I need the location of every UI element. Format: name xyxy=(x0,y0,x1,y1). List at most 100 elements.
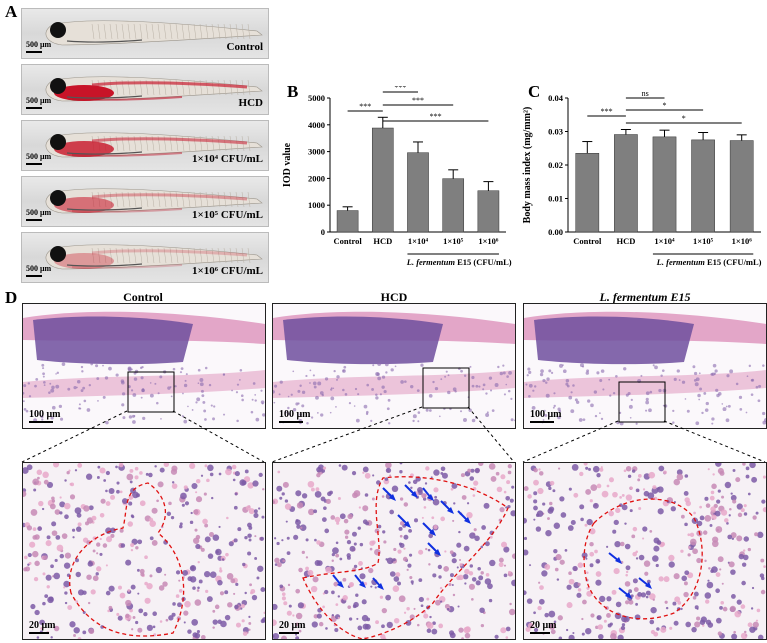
panel-b-letter: B xyxy=(287,82,299,101)
y-tick-label: 5000 xyxy=(308,93,325,103)
scale-label: 500 μm xyxy=(26,208,52,217)
significance-label: * xyxy=(682,114,686,123)
arrow-head xyxy=(464,517,471,524)
scale-label: 20 μm xyxy=(29,620,56,631)
y-tick-label: 4000 xyxy=(308,120,325,130)
arrow-head xyxy=(411,491,418,498)
panel-a-letter: A xyxy=(5,2,18,21)
histology-overview-3: 100 μm xyxy=(523,303,767,429)
x-tick-label: 1×10⁵ xyxy=(443,236,464,246)
lesion-outline xyxy=(302,476,509,639)
arrow-head xyxy=(359,581,366,588)
fish-image-3: 500 μm 1×10⁴ CFU/mL xyxy=(21,120,269,171)
arrow-head xyxy=(625,592,632,599)
y-tick-label: 0.00 xyxy=(548,227,563,237)
significance-label: * xyxy=(663,101,667,110)
histology-title-lfermentum: L. fermentum E15 xyxy=(599,290,691,304)
scale-label: 100 μm xyxy=(530,409,562,420)
zebrafish-larva-drawing xyxy=(45,76,263,102)
bar xyxy=(691,139,715,233)
histology-overview-1: 100 μm xyxy=(22,303,266,429)
arrow-head xyxy=(645,582,652,589)
scale-bar xyxy=(26,51,42,53)
y-axis-label: IOD value xyxy=(282,142,293,187)
scale-bar xyxy=(26,219,42,221)
scale-bar xyxy=(26,163,42,165)
panel-d-letter: D xyxy=(5,288,18,307)
scale-bar xyxy=(530,632,550,634)
fish-image-5: 500 μm 1×10⁶ CFU/mL xyxy=(21,232,269,283)
significance-label: *** xyxy=(412,96,424,105)
bar xyxy=(442,178,465,233)
fish-image-4: 500 μm 1×10⁵ CFU/mL xyxy=(21,176,269,227)
fish-image-2: 500 μm HCD xyxy=(21,64,269,115)
scale-label: 500 μm xyxy=(26,264,52,273)
bar xyxy=(477,190,500,233)
x-tick-label: 1×10⁴ xyxy=(654,236,675,246)
lesion-outline xyxy=(583,498,703,620)
histology-title-control: Control xyxy=(123,290,163,304)
lesion-outline xyxy=(69,482,185,637)
panel-c-letter: C xyxy=(528,82,541,101)
histology-overview-2: 100 μm xyxy=(272,303,516,429)
iod-bar-chart: IOD value 0 1000 2000 3000 4000 5000 Control HCD… xyxy=(282,86,512,267)
histology-zoom-2: 20 μm xyxy=(272,462,516,640)
bar xyxy=(614,134,638,233)
arrow-head xyxy=(615,557,622,564)
arrow-head xyxy=(427,494,434,501)
x-tick-label: Control xyxy=(334,236,363,246)
significance-label: *** xyxy=(359,102,371,111)
y-tick-label: 3000 xyxy=(308,147,325,157)
x-tick-label: HCD xyxy=(616,236,635,246)
x-tick-label: 1×10⁵ xyxy=(693,236,714,246)
bar xyxy=(336,210,359,233)
histology-zoom-3: 20 μm xyxy=(523,462,767,640)
scale-label: 100 μm xyxy=(29,409,61,420)
y-tick-label: 0.03 xyxy=(548,127,563,137)
bar xyxy=(652,136,677,233)
zebrafish-larva-drawing xyxy=(45,132,263,158)
arrow-head xyxy=(434,549,441,556)
bar xyxy=(575,153,600,233)
histology-title-hcd: HCD xyxy=(380,290,408,304)
x-tick-label: 1×10⁴ xyxy=(408,236,429,246)
zoom-box xyxy=(422,367,470,409)
group-label: L. fermentum E15 (CFU/mL) xyxy=(656,257,762,267)
scale-label: 20 μm xyxy=(530,620,557,631)
x-tick-label: 1×10⁶ xyxy=(732,236,753,246)
scale-label: 100 μm xyxy=(279,409,311,420)
significance-label: *** xyxy=(601,107,613,116)
bar xyxy=(371,127,394,233)
scale-label: 20 μm xyxy=(279,620,306,631)
x-tick-label: Control xyxy=(573,236,602,246)
y-tick-label: 0.01 xyxy=(548,194,563,204)
group-label: 1×10⁵ CFU/mL xyxy=(192,209,263,221)
arrow-head xyxy=(389,494,396,501)
zebrafish-larva-drawing xyxy=(45,20,263,46)
bar xyxy=(407,152,429,233)
y-tick-label: 0.04 xyxy=(548,93,564,103)
group-label: Control xyxy=(226,41,263,53)
zebrafish-larva-drawing xyxy=(45,244,263,270)
bmi-bar-chart: Body mass index (mg/mm²) 0.00 0.01 0.02 0.03… xyxy=(522,89,762,267)
scale-bar xyxy=(279,421,303,423)
y-axis-label: Body mass index (mg/mm²) xyxy=(522,107,533,224)
scale-label: 500 μm xyxy=(26,152,52,161)
significance-label: ns xyxy=(642,89,649,98)
group-label: 1×10⁴ CFU/mL xyxy=(192,153,263,165)
bar xyxy=(729,140,754,233)
zebrafish-larva-drawing xyxy=(45,188,263,214)
y-tick-label: 0.02 xyxy=(548,160,563,170)
fish-image-1: 500 μm Control xyxy=(21,8,269,59)
y-tick-label: 2000 xyxy=(308,173,325,183)
significance-label: *** xyxy=(430,112,442,121)
scale-bar xyxy=(530,421,554,423)
zoom-box xyxy=(127,371,175,413)
y-tick-label: 0 xyxy=(321,227,325,237)
arrow-head xyxy=(377,583,384,590)
arrow-head xyxy=(337,581,344,588)
scale-label: 500 μm xyxy=(26,40,52,49)
scale-bar xyxy=(29,421,53,423)
arrow-head xyxy=(404,521,411,528)
x-tick-label: HCD xyxy=(373,236,392,246)
